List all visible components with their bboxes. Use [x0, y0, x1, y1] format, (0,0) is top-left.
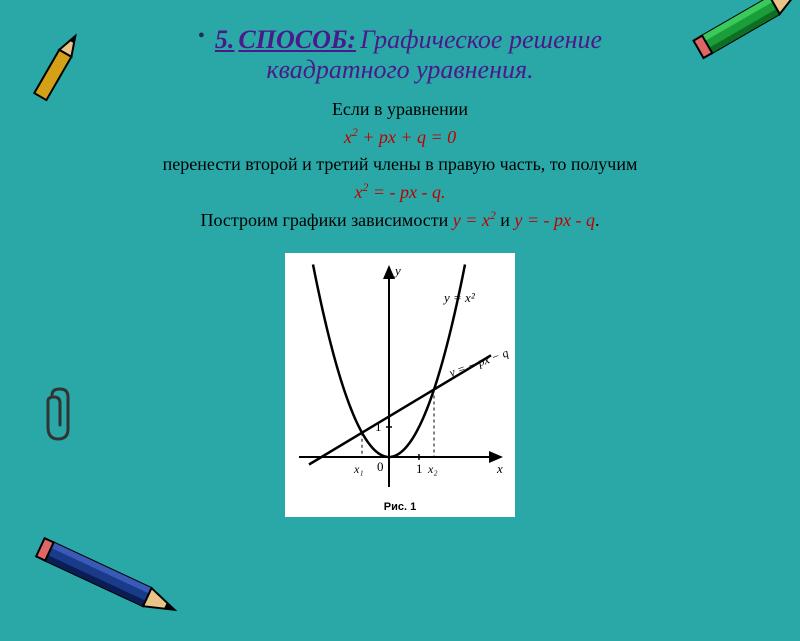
line-transfer: перенести второй и третий члены в правую…	[0, 154, 800, 175]
eq1-rest: + px + q = 0	[358, 127, 456, 147]
line-build: Построим графики зависимости y = x2 и y …	[0, 209, 800, 231]
svg-text:x₂: x₂	[427, 462, 438, 476]
heading-number: 5.	[215, 25, 235, 54]
eq1-x: x	[344, 127, 352, 147]
build-mid: и	[496, 210, 515, 230]
graph-plot: y x 0 1 1 x₁ x₂ y = x² y = − px − q	[289, 257, 511, 497]
svg-text:y: y	[393, 263, 401, 278]
pencil-bottomleft-icon	[26, 524, 194, 641]
figure-caption: Рис. 1	[289, 501, 511, 513]
figure-panel: y x 0 1 1 x₁ x₂ y = x² y = − px − q Рис. 1	[285, 253, 515, 517]
heading-rest-1: Графическое решение	[360, 25, 602, 54]
paperclip-icon	[40, 385, 80, 450]
svg-text:y = x²: y = x²	[442, 290, 476, 305]
equation-2: x2 = - px - q.	[0, 181, 800, 203]
eq2-x: x	[355, 182, 363, 202]
build-a: Построим графики зависимости	[200, 210, 452, 230]
svg-text:1: 1	[375, 419, 382, 434]
svg-text:x: x	[496, 461, 503, 476]
svg-text:1: 1	[416, 461, 423, 476]
slide-title: • 5. СПОСОБ: Графическое решение квадрат…	[0, 25, 800, 85]
slide: • 5. СПОСОБ: Графическое решение квадрат…	[0, 0, 800, 600]
svg-text:0: 0	[377, 459, 384, 474]
build-f1: y = x2	[453, 210, 496, 230]
svg-text:y = − px − q: y = − px − q	[446, 345, 510, 380]
eq2-rest: = - px - q.	[368, 182, 445, 202]
heading-method: СПОСОБ:	[238, 25, 356, 54]
line-intro: Если в уравнении	[0, 99, 800, 120]
bullet-icon: •	[198, 25, 205, 47]
heading-rest-2: квадратного уравнения.	[266, 55, 533, 84]
build-end: .	[595, 210, 600, 230]
build-f2: y = - px - q	[514, 210, 595, 230]
equation-1: x2 + px + q = 0	[0, 126, 800, 148]
svg-text:x₁: x₁	[353, 462, 364, 476]
